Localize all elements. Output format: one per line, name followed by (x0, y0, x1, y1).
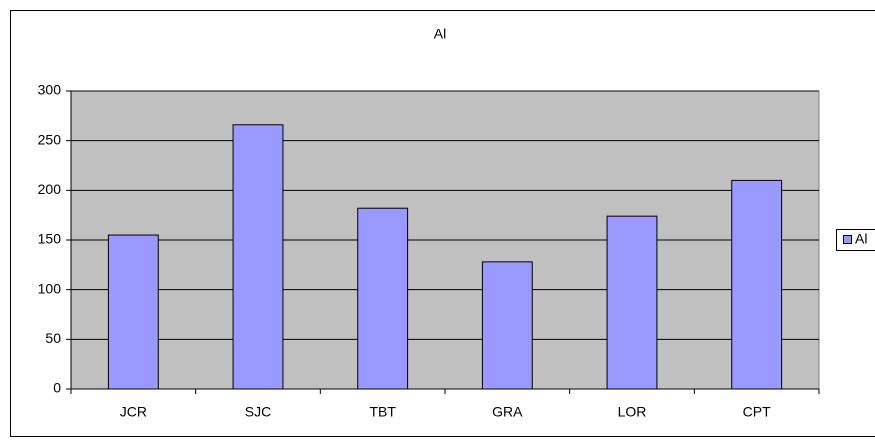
legend-label: Al (855, 231, 867, 247)
x-tick-label: SJC (245, 404, 271, 420)
y-tick-label: 250 (38, 131, 62, 147)
x-tick-label: CPT (743, 404, 771, 420)
x-tick-label: GRA (492, 404, 523, 420)
bar (107, 234, 159, 390)
bar (232, 124, 284, 390)
y-tick-label: 150 (38, 231, 62, 247)
chart-title: Al (434, 26, 446, 42)
legend-swatch (843, 235, 852, 244)
bar (606, 215, 658, 390)
y-tick-label: 200 (38, 181, 62, 197)
x-tick-label: TBT (369, 404, 396, 420)
bar (731, 179, 783, 390)
legend-box (836, 229, 875, 251)
bar (481, 261, 533, 390)
bar (357, 207, 409, 390)
y-tick-label: 100 (38, 280, 62, 296)
x-tick-label: LOR (618, 404, 647, 420)
y-tick-label: 50 (45, 330, 61, 346)
x-tick-label: JCR (120, 404, 147, 420)
y-tick-label: 300 (38, 82, 62, 98)
y-tick-label: 0 (53, 380, 61, 396)
